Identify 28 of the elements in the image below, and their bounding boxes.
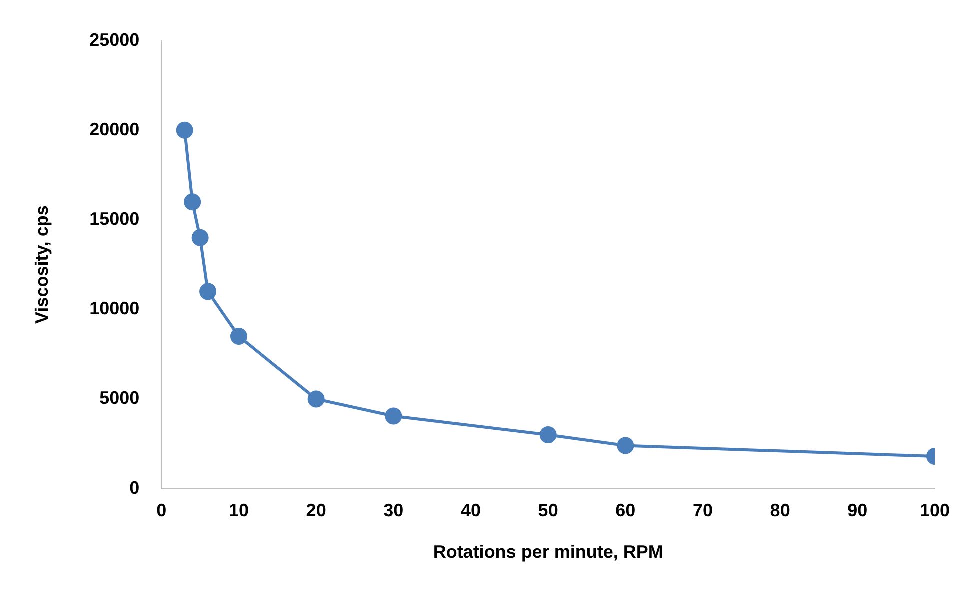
point xyxy=(192,229,209,246)
x-tick-label: 80 xyxy=(770,500,790,521)
x-tick-label: 70 xyxy=(692,500,713,521)
y-axis-title: Viscosity, cps xyxy=(32,206,52,324)
x-tick-label: 100 xyxy=(920,500,950,521)
point xyxy=(308,390,325,408)
point xyxy=(184,194,202,211)
y-tick-label: 25000 xyxy=(90,30,140,50)
point xyxy=(617,437,634,454)
x-tick-label: 90 xyxy=(848,500,868,521)
x-tick-label: 0 xyxy=(156,500,167,521)
x-tick-label: 60 xyxy=(616,500,636,521)
y-tick-label: 10000 xyxy=(90,298,140,319)
point xyxy=(230,328,248,345)
y-tick-label: 0 xyxy=(130,478,140,498)
y-tick-label: 20000 xyxy=(90,119,140,140)
x-tick-label: 50 xyxy=(538,500,558,521)
x-axis-title: Rotations per minute, RPM xyxy=(433,542,664,562)
y-tick-label: 5000 xyxy=(100,388,140,408)
x-tick-label: 20 xyxy=(306,500,326,521)
point xyxy=(176,122,194,139)
point xyxy=(385,408,402,425)
x-tick-label: 10 xyxy=(228,500,249,521)
point xyxy=(200,283,217,300)
point xyxy=(540,426,557,444)
x-tick-label: 30 xyxy=(384,500,404,521)
y-tick-label: 15000 xyxy=(90,208,140,229)
x-tick-label: 40 xyxy=(460,500,481,521)
